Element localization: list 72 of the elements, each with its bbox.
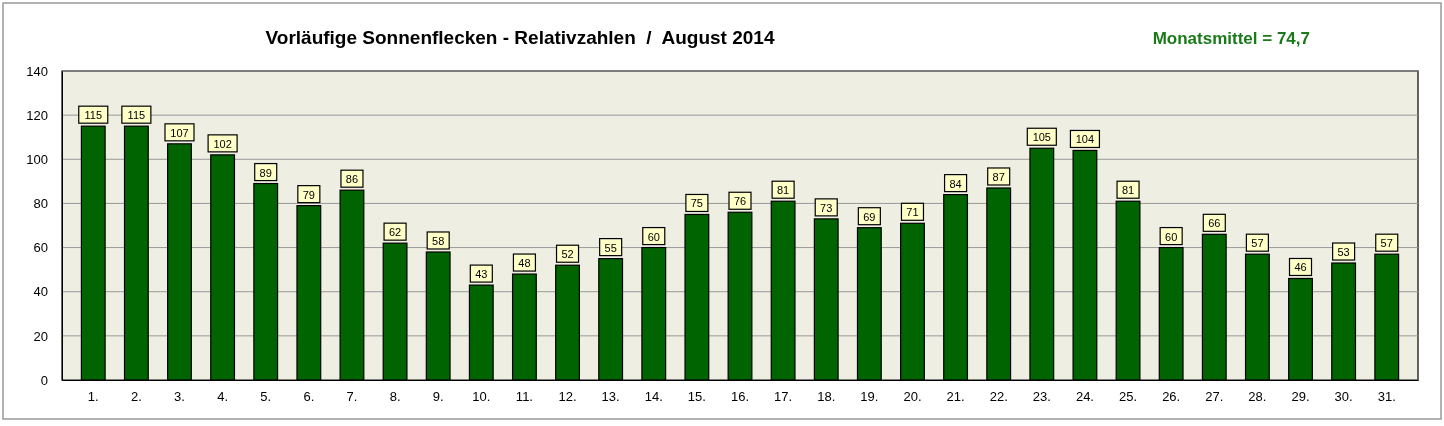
x-tick-label: 16. bbox=[730, 389, 750, 405]
y-tick-label: 40 bbox=[33, 284, 48, 300]
data-label: 48 bbox=[518, 257, 531, 270]
data-label: 66 bbox=[1208, 217, 1221, 230]
x-tick-label: 18. bbox=[817, 389, 836, 405]
x-tick-label: 9. bbox=[432, 389, 444, 405]
x-tick-label: 31. bbox=[1377, 389, 1396, 405]
data-label: 73 bbox=[820, 201, 833, 214]
data-label: 57 bbox=[1380, 237, 1393, 250]
data-label: 76 bbox=[733, 195, 747, 208]
data-label: 81 bbox=[1121, 184, 1135, 197]
data-label: 105 bbox=[1032, 131, 1051, 144]
y-tick-label: 60 bbox=[33, 240, 48, 256]
x-tick-label: 26. bbox=[1162, 389, 1181, 405]
data-label: 60 bbox=[647, 230, 660, 243]
x-tick-label: 14. bbox=[644, 389, 663, 405]
data-label: 102 bbox=[213, 137, 232, 150]
x-tick-label: 19. bbox=[860, 389, 879, 405]
x-tick-label: 23. bbox=[1032, 389, 1051, 405]
data-label: 115 bbox=[127, 109, 146, 122]
x-tick-label: 4. bbox=[217, 389, 229, 405]
data-label: 71 bbox=[906, 206, 919, 219]
x-tick-label: 8. bbox=[389, 389, 401, 405]
x-tick-label: 13. bbox=[601, 389, 620, 405]
x-tick-label: 12. bbox=[558, 389, 577, 405]
x-tick-label: 24. bbox=[1075, 389, 1094, 405]
x-tick-label: 17. bbox=[774, 389, 793, 405]
data-label: 87 bbox=[992, 170, 1005, 183]
x-tick-label: 25. bbox=[1119, 389, 1138, 405]
data-label: 60 bbox=[1165, 230, 1178, 243]
data-label: 58 bbox=[432, 234, 445, 247]
x-tick-label: 27. bbox=[1205, 389, 1224, 405]
data-label: 89 bbox=[259, 166, 272, 179]
x-tick-label: 20. bbox=[903, 389, 922, 405]
text: Monatsmittel = 74,7 bbox=[1152, 29, 1310, 48]
data-label: 69 bbox=[863, 210, 876, 223]
data-label: 52 bbox=[561, 248, 574, 261]
y-tick-label: 100 bbox=[26, 151, 48, 167]
x-tick-label: 30. bbox=[1334, 389, 1353, 405]
y-tick-label: 140 bbox=[26, 63, 48, 79]
data-label: 81 bbox=[776, 184, 790, 197]
data-label: 57 bbox=[1251, 237, 1264, 250]
x-tick-label: 2. bbox=[130, 389, 142, 405]
data-label: 75 bbox=[690, 197, 704, 210]
x-tick-label: 10. bbox=[472, 389, 491, 405]
data-label: 43 bbox=[475, 268, 488, 281]
x-tick-label: 7. bbox=[346, 389, 358, 405]
data-label: 46 bbox=[1294, 261, 1307, 274]
data-label: 107 bbox=[170, 126, 189, 139]
data-label: 86 bbox=[345, 173, 359, 186]
y-tick-label: 80 bbox=[33, 196, 48, 212]
x-tick-label: 29. bbox=[1291, 389, 1310, 405]
x-tick-label: 21. bbox=[946, 389, 965, 405]
x-tick-label: 11. bbox=[515, 389, 533, 405]
chart-title: Vorläufige Sonnenflecken - Relativzahlen / August 2014 bbox=[265, 27, 775, 48]
data-label: 104 bbox=[1075, 133, 1095, 146]
x-tick-label: 3. bbox=[174, 389, 185, 405]
data-label: 62 bbox=[388, 226, 402, 239]
data-label: 84 bbox=[949, 177, 962, 190]
x-tick-label: 1. bbox=[87, 389, 99, 405]
x-tick-label: 22. bbox=[989, 389, 1008, 405]
data-label: 53 bbox=[1337, 246, 1350, 259]
x-tick-label: 6. bbox=[303, 389, 315, 405]
x-tick-label: 28. bbox=[1248, 389, 1267, 405]
x-tick-label: 15. bbox=[687, 389, 706, 405]
data-label: 55 bbox=[604, 241, 617, 254]
y-tick-label: 20 bbox=[33, 328, 48, 344]
y-tick-label: 0 bbox=[40, 372, 48, 388]
y-tick-label: 120 bbox=[26, 107, 48, 123]
x-tick-label: 5. bbox=[260, 389, 272, 405]
data-label: 115 bbox=[84, 109, 103, 122]
data-label: 79 bbox=[302, 188, 315, 201]
